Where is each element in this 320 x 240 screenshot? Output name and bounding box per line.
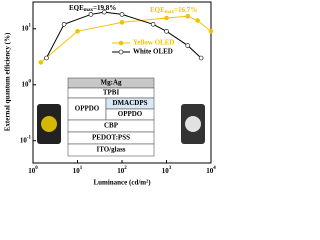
y-tick-label: 100 [22,80,32,88]
point [208,28,214,34]
device-stack: Mg:AgTPBIOPPDODMACDPSOPPDOCBPPEDOT:PSSIT… [67,77,155,157]
x-tick-label-exp: 4 [213,166,216,171]
point [38,60,44,65]
layer-box [67,143,155,157]
annotation-rest: =16.7% [174,6,197,14]
x-tick-label-exp: 0 [35,166,38,171]
point [44,55,49,61]
chart: Luminance (cd/m²) External quantum effic… [4,1,216,187]
point [195,18,200,23]
x-tick-label: 104 [206,166,216,174]
layer-label: CBP [104,122,119,130]
annotation-text: EQE [69,4,84,12]
y-tick-label-exp: 0 [29,80,32,85]
y-tick-label: 101 [22,24,32,32]
x-tick-label: 103 [162,166,172,174]
yellow-glow [41,116,57,132]
annotation-sub: max [165,10,175,15]
annotation-text: EQE [150,6,165,14]
point [185,43,191,48]
y-tick-label-base: 10 [22,80,30,88]
annotation-rest: =19.8% [93,4,116,12]
x-tick-label-base: 10 [73,167,81,175]
legend-marker [118,40,124,46]
x-tick-label: 100 [28,166,38,174]
x-tick-label: 102 [117,166,127,174]
y-tick-label-exp: 1 [29,24,32,29]
x-tick-label-base: 10 [117,167,125,175]
layer-label: ITO/glass [96,146,125,154]
annotation-sub: max [84,8,94,13]
series-line [45,11,202,59]
x-tick-label-exp: 3 [169,166,172,171]
x-tick-label-exp: 2 [124,166,127,171]
point [198,55,204,61]
x-tick-label-base: 10 [28,167,36,175]
layer-label: TPBI [103,89,120,97]
x-tick-label-base: 10 [162,167,170,175]
point [164,28,169,34]
point [88,12,94,17]
layer-label: Mg:Ag [101,79,122,87]
point [101,9,107,15]
point [61,21,67,27]
layer-label: PEDOT:PSS [92,134,130,142]
layer-label: OPPDO [75,105,100,113]
point [75,28,80,34]
point [150,21,156,27]
layer-label: OPPDO [118,110,143,118]
x-tick-label-base: 10 [206,167,214,175]
white-glow [185,116,201,132]
x-tick-label-exp: 1 [80,166,83,171]
legend-label: Yellow OLED [133,39,174,47]
layer-label: DMACDPS [113,99,148,107]
y-tick-label-base: 10 [20,136,28,144]
y-axis-label: External quantum efficiency (%) [4,32,12,131]
point [119,20,125,25]
x-axis-label: Luminance (cd/m²) [93,179,151,187]
x-tick-label: 101 [73,166,83,174]
point [185,13,191,19]
legend-marker [118,49,124,55]
annotation: EQEmax=19.8% [69,4,116,14]
y-tick-label-base: 10 [22,24,30,32]
legend-label: White OLED [133,48,173,56]
y-tick-label: 10-1 [20,136,32,144]
annotation: EQEmax=16.7% [150,6,197,16]
point [119,12,125,17]
point [164,15,169,21]
y-tick-label-exp: -1 [27,136,32,141]
